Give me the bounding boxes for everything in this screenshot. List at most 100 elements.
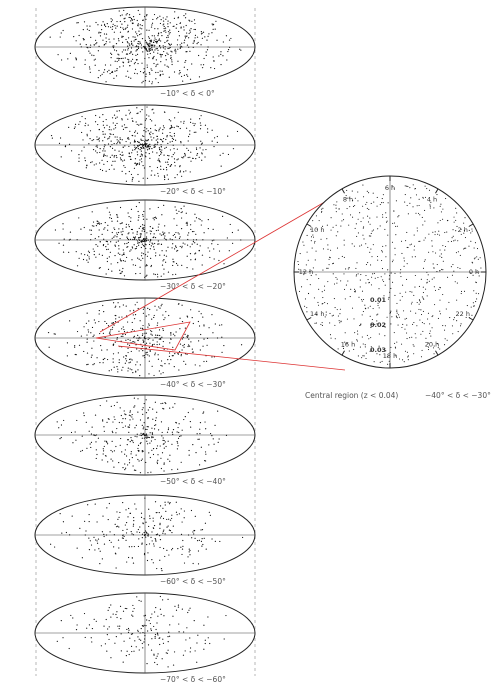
galaxy-dot — [363, 226, 365, 228]
galaxy-dot — [60, 156, 62, 158]
galaxy-dot — [61, 532, 63, 534]
galaxy-dot — [115, 241, 117, 243]
galaxy-dot — [433, 345, 435, 347]
galaxy-dot — [184, 327, 186, 329]
galaxy-dot — [154, 337, 156, 339]
galaxy-dot — [157, 358, 160, 360]
galaxy-dot — [353, 348, 355, 350]
galaxy-dot — [197, 634, 199, 636]
galaxy-dot — [99, 35, 102, 37]
galaxy-dot — [85, 530, 87, 532]
galaxy-dot — [222, 55, 224, 57]
galaxy-dot — [109, 531, 111, 533]
galaxy-dot — [73, 127, 76, 129]
galaxy-dot — [212, 24, 214, 26]
galaxy-dot — [134, 341, 136, 343]
galaxy-dot — [141, 82, 143, 84]
galaxy-dot — [420, 313, 423, 316]
galaxy-dot — [351, 243, 353, 245]
galaxy-dot — [112, 344, 114, 346]
galaxy-dot — [335, 211, 337, 213]
galaxy-dot — [377, 304, 379, 306]
galaxy-dot — [143, 355, 145, 357]
galaxy-dot — [153, 39, 155, 41]
galaxy-dot — [108, 256, 110, 258]
galaxy-dot — [402, 310, 405, 312]
galaxy-dot — [338, 320, 340, 322]
galaxy-dot — [121, 14, 123, 16]
galaxy-dot — [452, 263, 454, 266]
galaxy-dot — [212, 28, 214, 31]
galaxy-dot — [192, 241, 195, 243]
galaxy-dot — [398, 316, 400, 318]
galaxy-dot — [140, 627, 142, 630]
galaxy-dot — [136, 107, 138, 109]
galaxy-dot — [86, 25, 88, 27]
galaxy-dot — [79, 527, 81, 529]
galaxy-dot — [80, 450, 82, 452]
galaxy-dot — [116, 20, 118, 23]
galaxy-dot — [394, 247, 396, 249]
galaxy-dot — [185, 60, 187, 62]
galaxy-dot — [187, 140, 189, 142]
galaxy-dot — [154, 501, 157, 503]
galaxy-dot — [398, 215, 400, 217]
galaxy-dot — [62, 228, 64, 230]
galaxy-dot — [88, 513, 90, 516]
galaxy-dot — [66, 342, 69, 344]
galaxy-dot — [453, 317, 455, 319]
galaxy-dot — [473, 290, 475, 292]
galaxy-dot — [154, 174, 156, 176]
galaxy-dot — [196, 43, 198, 45]
galaxy-dot — [171, 63, 173, 66]
galaxy-dot — [162, 642, 165, 644]
galaxy-dot — [59, 137, 62, 139]
galaxy-dot — [104, 64, 107, 66]
galaxy-dot — [474, 242, 476, 244]
galaxy-dot — [148, 452, 150, 454]
galaxy-dot — [436, 264, 438, 266]
galaxy-dot — [183, 74, 185, 76]
galaxy-dot — [132, 525, 134, 527]
galaxy-dot — [153, 219, 155, 221]
galaxy-dot — [335, 204, 337, 206]
galaxy-dot — [332, 273, 334, 275]
galaxy-dot — [143, 422, 145, 424]
galaxy-dot — [460, 323, 462, 325]
galaxy-dot — [122, 426, 124, 429]
galaxy-dot — [133, 244, 135, 246]
galaxy-dot — [310, 274, 312, 277]
galaxy-dot — [54, 546, 56, 548]
galaxy-dot — [148, 508, 150, 510]
galaxy-dot — [116, 70, 118, 72]
galaxy-dot — [84, 63, 86, 66]
galaxy-dot — [122, 335, 124, 337]
galaxy-dot — [219, 154, 221, 156]
galaxy-dot — [103, 154, 105, 156]
galaxy-dot — [137, 40, 139, 43]
galaxy-dot — [124, 260, 126, 262]
galaxy-dot — [148, 543, 151, 545]
galaxy-dot — [444, 231, 446, 234]
radius-label: 0.02 — [370, 321, 386, 329]
galaxy-dot — [422, 297, 424, 299]
galaxy-dot — [145, 342, 148, 344]
galaxy-dot — [189, 78, 192, 80]
galaxy-dot — [325, 311, 327, 313]
galaxy-dot — [100, 645, 102, 647]
galaxy-dot — [444, 249, 446, 251]
galaxy-dot — [104, 144, 106, 146]
galaxy-dot — [152, 18, 154, 21]
galaxy-dot — [455, 230, 457, 232]
galaxy-dot — [163, 529, 165, 531]
galaxy-dot — [77, 22, 79, 24]
galaxy-dot — [136, 433, 138, 435]
panel-label: −40° < δ < −30° — [160, 380, 226, 389]
galaxy-dot — [146, 177, 149, 179]
galaxy-dot — [96, 521, 98, 523]
galaxy-dot — [162, 233, 165, 235]
galaxy-dot — [466, 305, 468, 307]
galaxy-dot — [388, 278, 390, 280]
galaxy-dot — [134, 130, 137, 132]
galaxy-dot — [138, 460, 140, 462]
